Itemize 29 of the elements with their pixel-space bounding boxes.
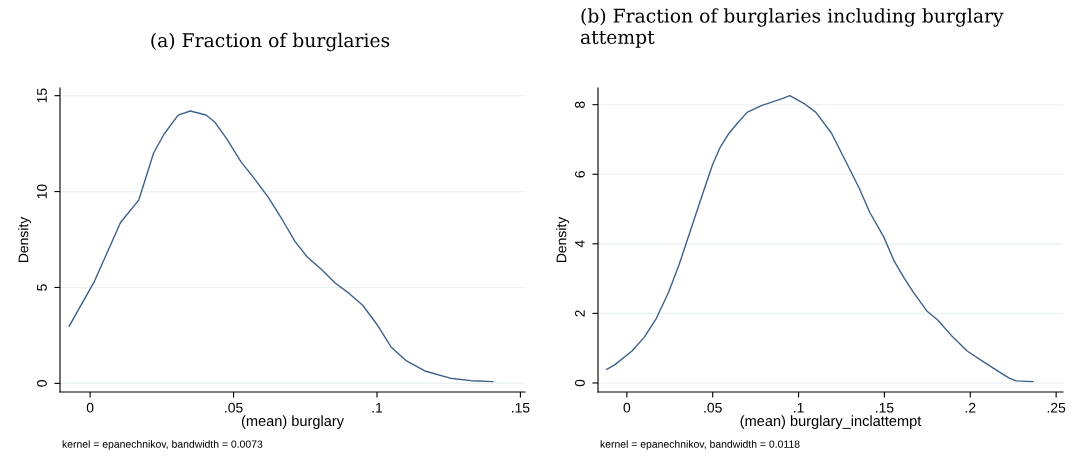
y-tick-label: 0 [37,380,47,387]
y-tick-label: 6 [575,171,585,178]
x-axis-title: (mean) burglary_inclattempt [740,415,922,429]
chart-title: (b) Fraction of burglaries including burglary attempt [580,8,1004,48]
y-tick-label: 8 [575,101,585,108]
line-series [606,94,1034,383]
x-tick-label: .15 [876,402,894,413]
chart-title: (a) Fraction of burglaries [151,32,390,52]
y-tick-label: 0 [575,379,585,387]
y-tick-label: 15 [37,88,47,103]
y-tick-label: 5 [37,284,47,291]
x-tick-label: .2 [965,402,976,413]
x-axis-title: (mean) burglary [241,415,344,429]
y-tick-label: 2 [575,310,585,317]
x-tick-label: .05 [225,402,243,413]
line-series [68,110,494,383]
text: kernel = epanechnikov, bandwidth = 0.0118 [600,440,800,450]
y-axis-title: Density [556,216,570,263]
x-tick-label: .1 [794,402,804,413]
x-tick-label: 0 [86,402,94,413]
x-tick-label: 0 [623,402,631,413]
x-tick-label: .1 [372,402,383,413]
y-axis-title: Density [18,216,32,263]
x-tick-label: .15 [512,402,530,413]
x-tick-label: .25 [1047,402,1066,413]
text: kernel = epanechnikov, bandwidth = 0.0073 [62,440,263,450]
y-tick-label: 10 [37,184,47,199]
x-tick-label: .05 [704,402,722,413]
y-tick-label: 4 [575,240,585,248]
